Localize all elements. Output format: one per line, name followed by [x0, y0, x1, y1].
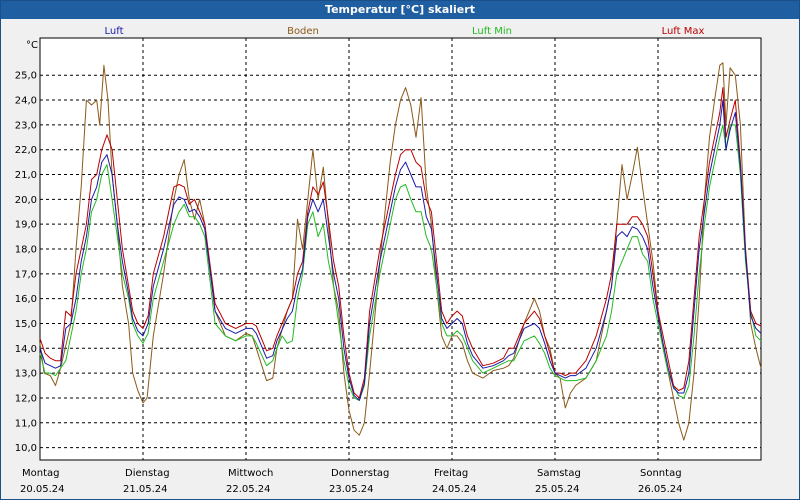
x-date-label: 21.05.24: [123, 484, 168, 495]
y-tick-label: 25,0: [15, 71, 37, 82]
y-tick-label: 13,0: [15, 369, 37, 380]
y-tick-label: 21,0: [15, 170, 37, 181]
series-lines: [39, 62, 762, 441]
legend-item: Luft Min: [472, 26, 512, 37]
series-line-luft: [39, 99, 762, 401]
x-date-label: 26.05.24: [638, 484, 683, 495]
y-axis-label: °C: [26, 40, 38, 51]
legend-item: Boden: [287, 26, 319, 37]
x-date-label: 23.05.24: [329, 484, 374, 495]
x-date-label: 22.05.24: [226, 484, 271, 495]
y-tick-label: 16,0: [15, 294, 37, 305]
y-tick-label: 20,0: [15, 195, 37, 206]
y-tick-label: 10,0: [15, 443, 37, 454]
legend-item: Luft: [105, 26, 124, 37]
y-tick-label: 22,0: [15, 145, 37, 156]
y-tick-label: 11,0: [15, 418, 37, 429]
x-weekday-label: Samstag: [537, 468, 581, 479]
y-ticks: 10,0 11,0 12,0 13,0 14,0 15,0 16,0 17,0 18,0 19,0…: [15, 71, 37, 454]
grid: [40, 38, 761, 460]
x-date-label: 20.05.24: [20, 484, 65, 495]
y-tick-label: 23,0: [15, 120, 37, 131]
y-tick-label: 19,0: [15, 220, 37, 231]
x-weekday-label: Freitag: [434, 468, 468, 479]
x-weekday-label: Sonntag: [640, 468, 682, 479]
chart-title: Temperatur [°C] skaliert: [1, 1, 799, 19]
series-line-luft-max: [39, 87, 762, 399]
x-weekday-label: Dienstag: [125, 468, 170, 479]
x-weekday-label: Mittwoch: [228, 468, 273, 479]
x-date-label: 25.05.24: [535, 484, 580, 495]
legend-item: Luft Max: [662, 26, 705, 37]
y-tick-label: 24,0: [15, 96, 37, 107]
legend: Boden Luft Min Luft Max Luft: [105, 26, 705, 37]
x-weekday-label: Montag: [22, 468, 59, 479]
y-tick-label: 18,0: [15, 245, 37, 256]
x-weekday-label: Donnerstag: [331, 468, 389, 479]
y-tick-label: 17,0: [15, 269, 37, 280]
y-tick-label: 15,0: [15, 319, 37, 330]
y-tick-label: 12,0: [15, 393, 37, 404]
x-day-labels: Montag 20.05.24 Dienstag 21.05.24 Mittwoch 22…: [20, 468, 683, 495]
series-line-luft-min: [39, 124, 762, 401]
x-date-label: 24.05.24: [432, 484, 477, 495]
y-tick-label: 14,0: [15, 344, 37, 355]
